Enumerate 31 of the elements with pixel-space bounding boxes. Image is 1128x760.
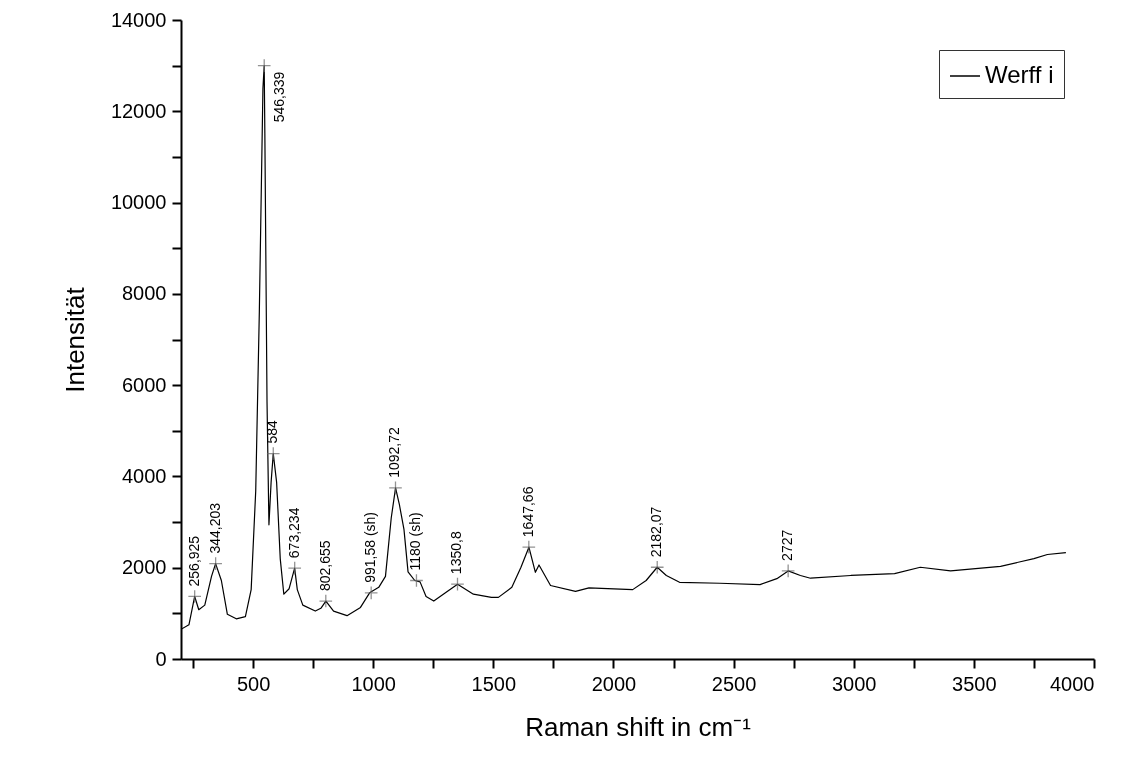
annotation: 344,203 bbox=[206, 502, 223, 554]
annotation: 2727 bbox=[779, 529, 796, 561]
annotation: 1092,72 bbox=[386, 427, 403, 478]
x-axis-title: Raman shift in cm⁻¹ bbox=[525, 711, 752, 742]
x-tick-label: 3000 bbox=[831, 672, 877, 695]
x-tick-label: 2000 bbox=[591, 672, 637, 695]
y-tick-label: 10000 bbox=[110, 191, 167, 214]
x-tick-label: 4000 bbox=[1050, 672, 1095, 695]
annotation: 991,58 (sh) bbox=[362, 511, 379, 583]
annotation: 1350,8 bbox=[448, 531, 465, 575]
y-tick-label: 0 bbox=[155, 647, 167, 670]
annotation: 2182,07 bbox=[648, 506, 665, 558]
annotation: 256,925 bbox=[185, 535, 202, 587]
annotation: 802,655 bbox=[316, 540, 333, 592]
x-tick-label: 2500 bbox=[711, 672, 757, 695]
annotation: 1180 (sh) bbox=[407, 512, 424, 571]
y-tick-label: 14000 bbox=[110, 8, 167, 31]
legend-label: Werff i bbox=[985, 61, 1054, 88]
y-axis-title: Intensität bbox=[59, 286, 90, 393]
y-tick-label: 2000 bbox=[122, 556, 167, 579]
y-tick-label: 12000 bbox=[110, 99, 167, 122]
y-tick-label: 6000 bbox=[122, 373, 167, 396]
x-tick-label: 3500 bbox=[952, 672, 997, 695]
annotation: 1647,66 bbox=[519, 486, 536, 538]
annotation: 546,339 bbox=[271, 71, 288, 123]
y-tick-label: 4000 bbox=[122, 464, 167, 487]
annotation: 673,234 bbox=[285, 507, 302, 559]
x-tick-label: 1000 bbox=[351, 672, 396, 695]
x-tick-label: 1500 bbox=[471, 672, 517, 695]
y-tick-label: 8000 bbox=[122, 282, 167, 305]
x-tick-label: 500 bbox=[236, 672, 271, 695]
